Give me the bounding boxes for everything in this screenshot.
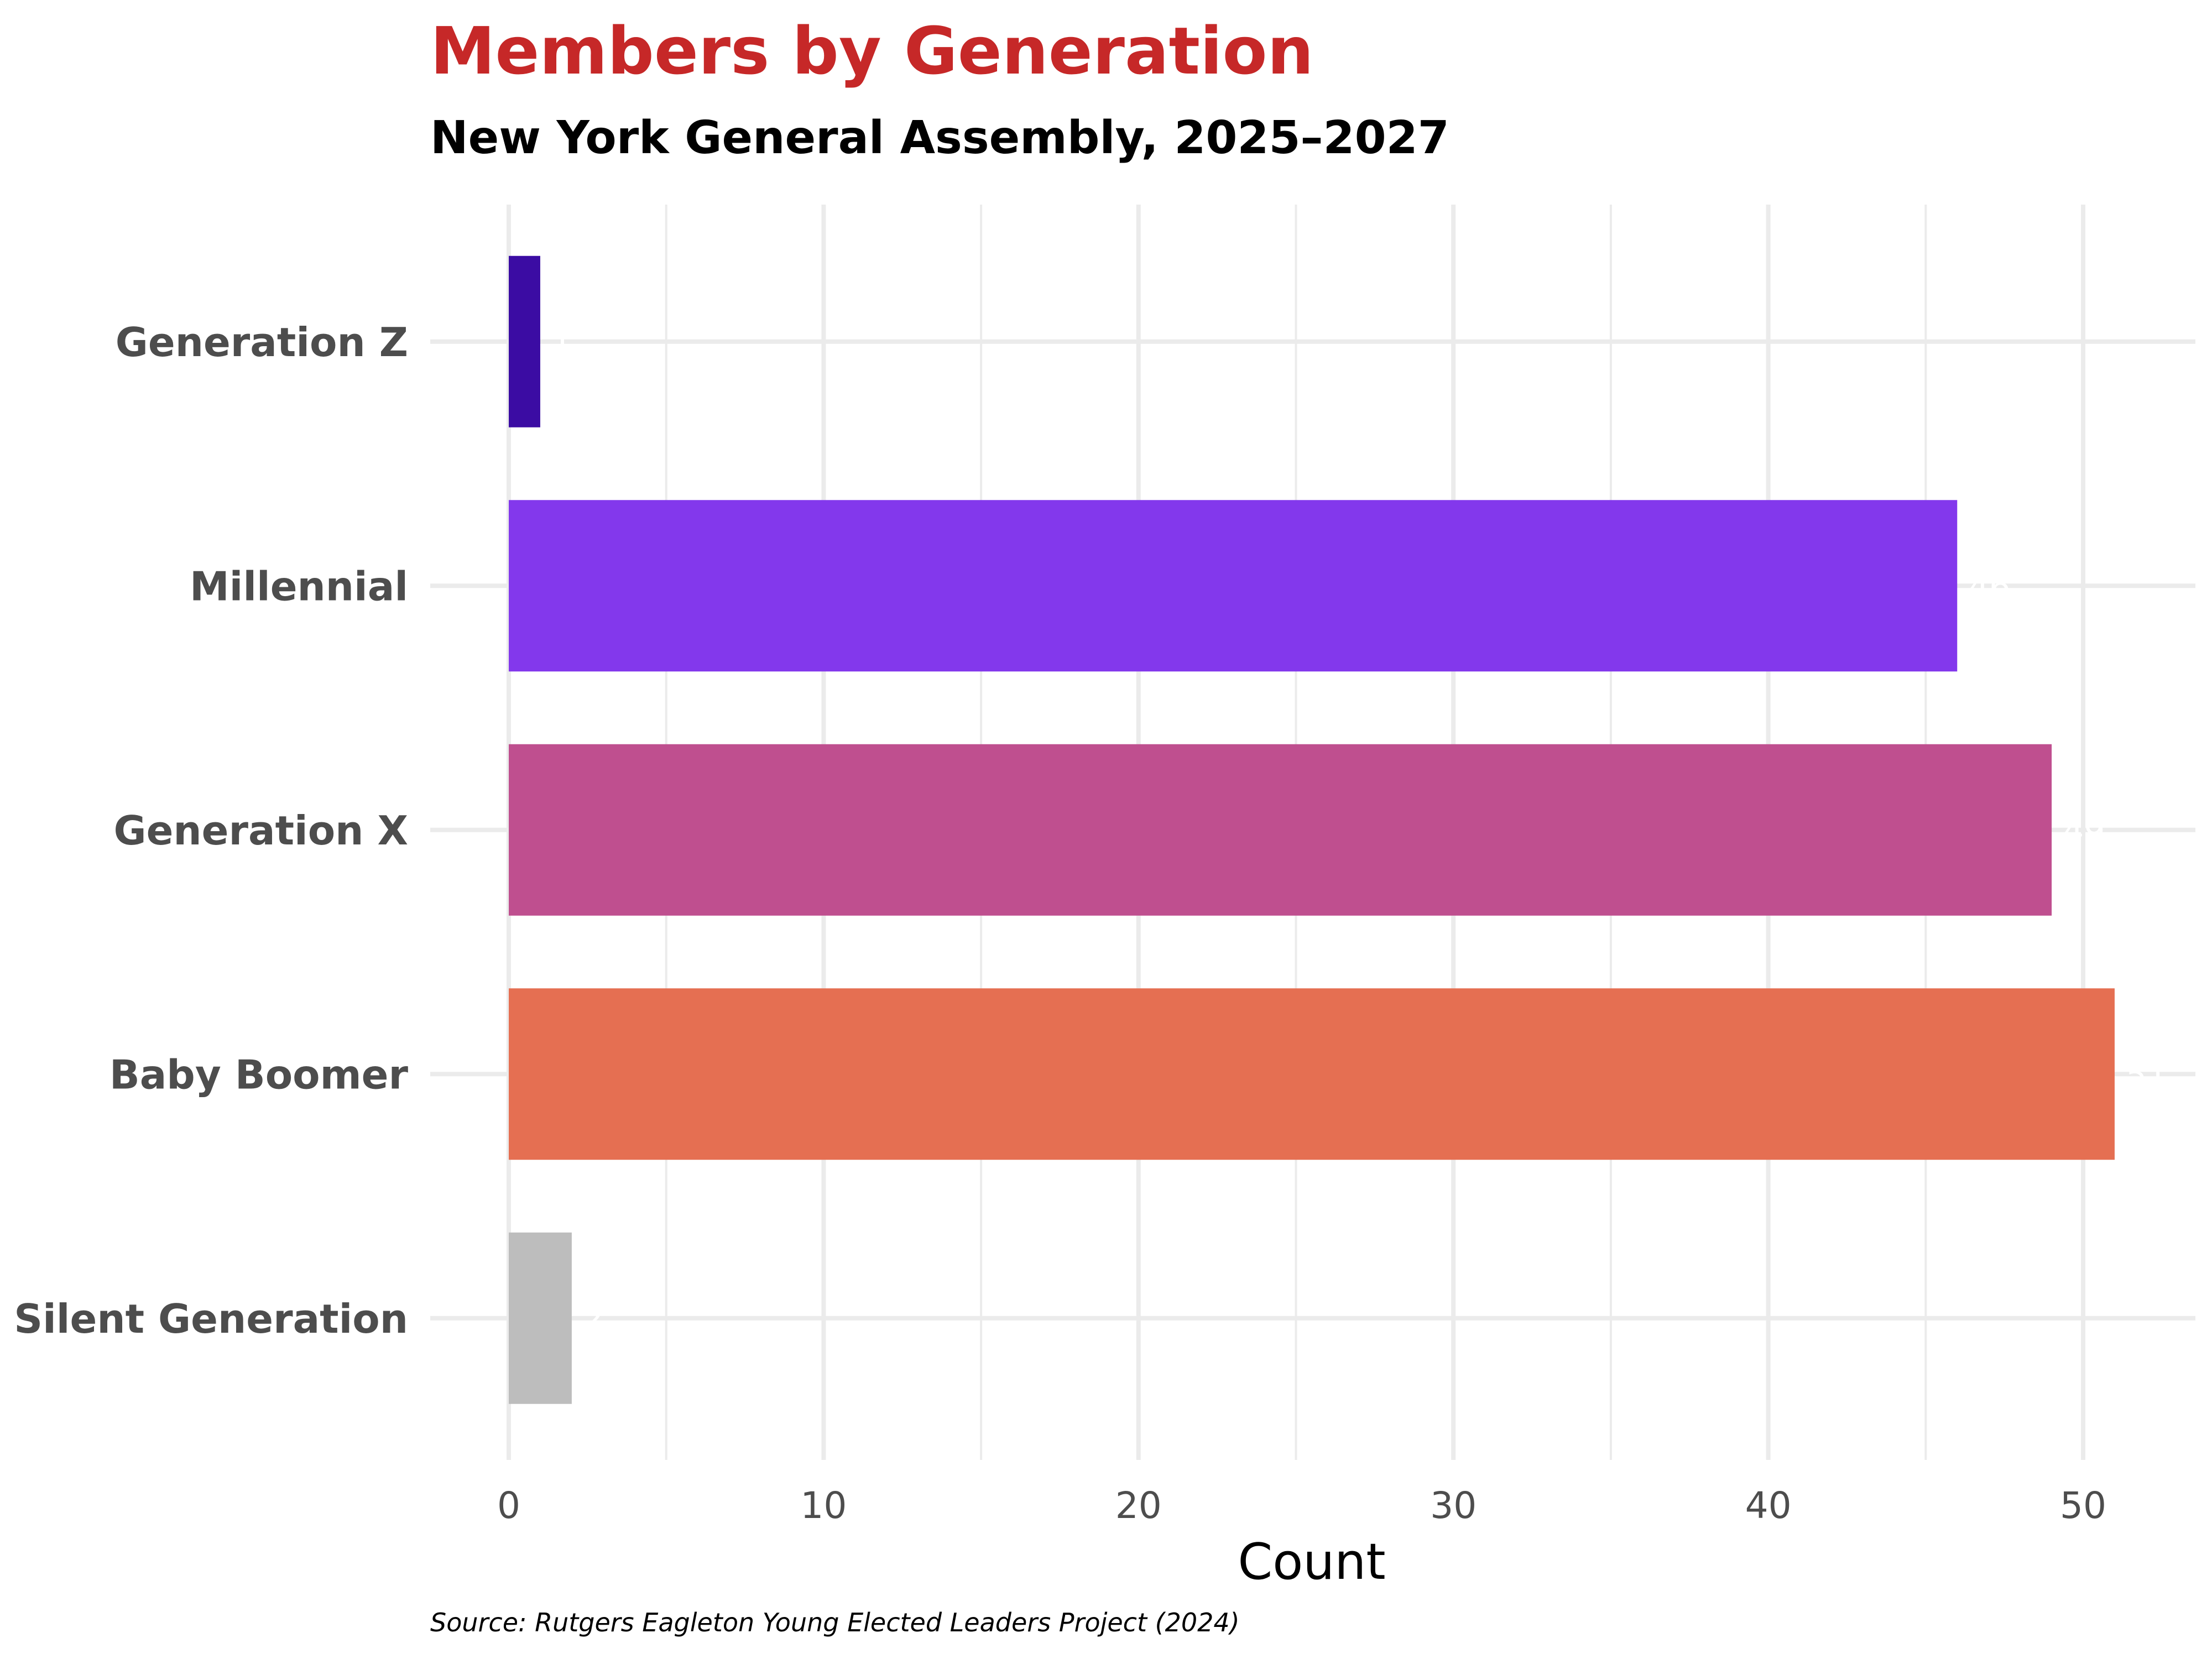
bars bbox=[509, 255, 2115, 1404]
x-axis-title: Count bbox=[1238, 1533, 1385, 1591]
chart-caption: Source: Rutgers Eagleton Young Elected L… bbox=[430, 1608, 1240, 1637]
value-label: 46 bbox=[1968, 567, 2010, 606]
bar bbox=[509, 255, 540, 427]
bar bbox=[509, 744, 2052, 916]
value-label: 2 bbox=[583, 1300, 604, 1339]
bar bbox=[509, 500, 1958, 672]
bar bbox=[509, 1232, 572, 1404]
y-axis-label: Millennial bbox=[190, 563, 408, 609]
value-label: 51 bbox=[2126, 1056, 2168, 1094]
x-tick-label: 50 bbox=[2060, 1484, 2106, 1527]
chart-title: Members by Generation bbox=[430, 13, 1314, 89]
y-axis-label: Generation Z bbox=[116, 319, 408, 366]
x-tick-label: 10 bbox=[800, 1484, 847, 1527]
x-tick-label: 0 bbox=[497, 1484, 520, 1527]
y-axis-label: Baby Boomer bbox=[109, 1051, 409, 1098]
x-tick-label: 30 bbox=[1430, 1484, 1477, 1527]
chart-subtitle: New York General Assembly, 2025–2027 bbox=[430, 112, 1449, 164]
x-tick-label: 40 bbox=[1745, 1484, 1792, 1527]
value-label: 49 bbox=[2063, 812, 2105, 851]
y-axis-labels: Generation Z Millennial Generation X Baby B… bbox=[14, 319, 408, 1342]
value-labels: 1 46 49 51 2 bbox=[551, 324, 2168, 1339]
x-tick-label: 20 bbox=[1115, 1484, 1162, 1527]
value-label: 1 bbox=[551, 324, 572, 362]
y-axis-label: Generation X bbox=[113, 807, 408, 854]
x-axis-ticks: 0 10 20 30 40 50 bbox=[497, 1484, 2106, 1527]
y-axis-label: Silent Generation bbox=[14, 1296, 408, 1342]
bar bbox=[509, 988, 2115, 1160]
